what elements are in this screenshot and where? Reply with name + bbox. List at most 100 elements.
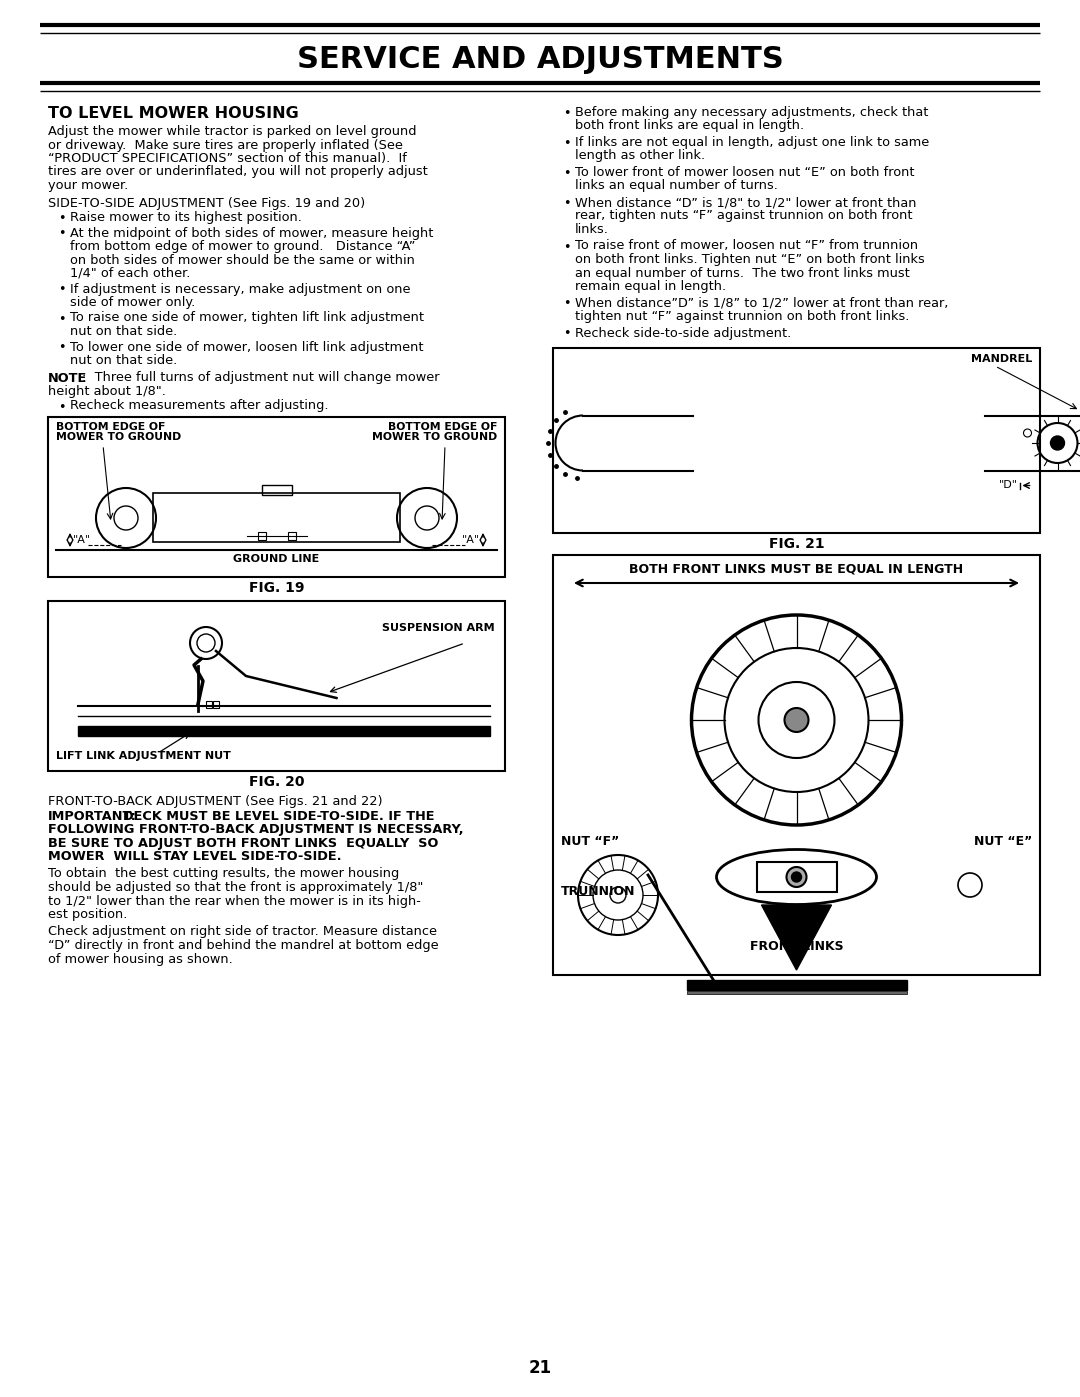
Text: 1/4" of each other.: 1/4" of each other. — [70, 267, 190, 279]
Text: BOTH FRONT LINKS MUST BE EQUAL IN LENGTH: BOTH FRONT LINKS MUST BE EQUAL IN LENGTH — [630, 562, 963, 576]
Text: If links are not equal in length, adjust one link to same: If links are not equal in length, adjust… — [575, 136, 929, 149]
Text: NUT “E”: NUT “E” — [974, 835, 1032, 848]
Text: tires are over or underinflated, you will not properly adjust: tires are over or underinflated, you wil… — [48, 165, 428, 179]
Text: from bottom edge of mower to ground.   Distance “A”: from bottom edge of mower to ground. Dis… — [70, 240, 416, 253]
Circle shape — [786, 868, 807, 887]
Text: •: • — [58, 341, 66, 355]
Circle shape — [784, 708, 809, 732]
Text: •: • — [563, 298, 570, 310]
Text: MOWER  WILL STAY LEVEL SIDE-TO-SIDE.: MOWER WILL STAY LEVEL SIDE-TO-SIDE. — [48, 849, 341, 863]
Text: "D": "D" — [999, 481, 1017, 490]
Text: SIDE-TO-SIDE ADJUSTMENT (See Figs. 19 and 20): SIDE-TO-SIDE ADJUSTMENT (See Figs. 19 an… — [48, 197, 365, 210]
Bar — [206, 701, 212, 708]
Text: To raise front of mower, loosen nut “F” from trunnion: To raise front of mower, loosen nut “F” … — [575, 239, 918, 253]
Text: side of mower only.: side of mower only. — [70, 296, 195, 309]
Text: length as other link.: length as other link. — [575, 149, 705, 162]
Text: height about 1/8".: height about 1/8". — [48, 386, 166, 398]
Text: FIG. 20: FIG. 20 — [248, 775, 305, 789]
Text: Check adjustment on right side of tractor. Measure distance: Check adjustment on right side of tracto… — [48, 925, 437, 939]
Text: MANDREL: MANDREL — [971, 353, 1032, 365]
Text: or driveway.  Make sure tires are properly inflated (See: or driveway. Make sure tires are properl… — [48, 138, 403, 151]
Text: "A": "A" — [462, 535, 480, 545]
Text: NUT “F”: NUT “F” — [561, 835, 619, 848]
Text: FIG. 19: FIG. 19 — [248, 581, 305, 595]
Bar — [48, 416, 505, 577]
Bar — [153, 493, 400, 542]
Text: If adjustment is necessary, make adjustment on one: If adjustment is necessary, make adjustm… — [70, 282, 410, 296]
Text: SUSPENSION ARM: SUSPENSION ARM — [382, 623, 495, 633]
Text: •: • — [58, 313, 66, 326]
Text: •: • — [563, 168, 570, 180]
Text: To raise one side of mower, tighten lift link adjustment: To raise one side of mower, tighten lift… — [70, 312, 424, 324]
Bar — [553, 555, 1040, 975]
Text: At the midpoint of both sides of mower, measure height: At the midpoint of both sides of mower, … — [70, 226, 433, 239]
Text: Raise mower to its highest position.: Raise mower to its highest position. — [70, 211, 302, 224]
Text: est position.: est position. — [48, 908, 127, 921]
Text: tighten nut “F” against trunnion on both front links.: tighten nut “F” against trunnion on both… — [575, 310, 909, 323]
Text: an equal number of turns.  The two front links must: an equal number of turns. The two front … — [575, 267, 909, 279]
Text: nut on that side.: nut on that side. — [70, 326, 177, 338]
Bar — [48, 601, 505, 771]
Text: FRONT LINKS: FRONT LINKS — [750, 940, 843, 953]
Text: Before making any necessary adjustments, check that: Before making any necessary adjustments,… — [575, 106, 929, 119]
Text: BE SURE TO ADJUST BOTH FRONT LINKS  EQUALLY  SO: BE SURE TO ADJUST BOTH FRONT LINKS EQUAL… — [48, 837, 438, 849]
Bar — [553, 348, 1040, 534]
Text: links an equal number of turns.: links an equal number of turns. — [575, 179, 778, 193]
Text: To lower one side of mower, loosen lift link adjustment: To lower one side of mower, loosen lift … — [70, 341, 423, 353]
Text: FIG. 22: FIG. 22 — [769, 981, 824, 995]
Text: "A": "A" — [73, 535, 91, 545]
Circle shape — [610, 887, 626, 902]
Text: •: • — [563, 108, 570, 120]
Text: to 1/2" lower than the rear when the mower is in its high-: to 1/2" lower than the rear when the mow… — [48, 894, 421, 908]
Text: FRONT-TO-BACK ADJUSTMENT (See Figs. 21 and 22): FRONT-TO-BACK ADJUSTMENT (See Figs. 21 a… — [48, 795, 382, 807]
Text: of mower housing as shown.: of mower housing as shown. — [48, 953, 233, 965]
Ellipse shape — [716, 849, 877, 904]
Text: on both front links. Tighten nut “E” on both front links: on both front links. Tighten nut “E” on … — [575, 253, 924, 265]
Text: FIG. 21: FIG. 21 — [769, 536, 824, 550]
Text: your mower.: your mower. — [48, 179, 129, 191]
Text: “PRODUCT SPECIFICATIONS” section of this manual).  If: “PRODUCT SPECIFICATIONS” section of this… — [48, 152, 407, 165]
Bar — [687, 990, 906, 995]
Bar — [213, 701, 219, 708]
Text: should be adjusted so that the front is approximately 1/8": should be adjusted so that the front is … — [48, 882, 423, 894]
Text: “D” directly in front and behind the mandrel at bottom edge: “D” directly in front and behind the man… — [48, 939, 438, 951]
Text: 21: 21 — [528, 1359, 552, 1377]
Text: •: • — [563, 197, 570, 210]
Text: Recheck measurements after adjusting.: Recheck measurements after adjusting. — [70, 400, 328, 412]
Text: GROUND LINE: GROUND LINE — [233, 555, 320, 564]
Text: Adjust the mower while tractor is parked on level ground: Adjust the mower while tractor is parked… — [48, 124, 417, 138]
Bar — [687, 981, 906, 990]
Text: •: • — [58, 284, 66, 296]
Text: When distance”D” is 1/8” to 1/2” lower at front than rear,: When distance”D” is 1/8” to 1/2” lower a… — [575, 296, 948, 310]
Circle shape — [1051, 436, 1065, 450]
Text: on both sides of mower should be the same or within: on both sides of mower should be the sam… — [70, 253, 415, 267]
Bar — [756, 862, 837, 893]
Text: •: • — [563, 137, 570, 149]
Text: When distance “D” is 1/8" to 1/2" lower at front than: When distance “D” is 1/8" to 1/2" lower … — [575, 196, 917, 210]
Text: •: • — [58, 228, 66, 240]
Text: LIFT LINK ADJUSTMENT NUT: LIFT LINK ADJUSTMENT NUT — [56, 752, 231, 761]
Text: •: • — [58, 212, 66, 225]
Text: IMPORTANT:: IMPORTANT: — [48, 809, 137, 823]
Text: both front links are equal in length.: both front links are equal in length. — [575, 120, 805, 133]
Text: BOTTOM EDGE OF: BOTTOM EDGE OF — [56, 422, 165, 432]
Text: MOWER TO GROUND: MOWER TO GROUND — [372, 432, 497, 441]
Text: remain equal in length.: remain equal in length. — [575, 279, 726, 293]
Text: •: • — [58, 401, 66, 414]
Text: NOTE: NOTE — [48, 372, 87, 384]
Bar — [78, 726, 490, 736]
Text: Recheck side-to-side adjustment.: Recheck side-to-side adjustment. — [575, 327, 792, 339]
Text: BOTTOM EDGE OF: BOTTOM EDGE OF — [388, 422, 497, 432]
Text: TO LEVEL MOWER HOUSING: TO LEVEL MOWER HOUSING — [48, 106, 299, 122]
Text: •: • — [563, 240, 570, 253]
Text: TRUNNION: TRUNNION — [561, 886, 635, 898]
Text: •: • — [563, 327, 570, 341]
Text: nut on that side.: nut on that side. — [70, 353, 177, 367]
Text: MOWER TO GROUND: MOWER TO GROUND — [56, 432, 181, 441]
Text: :  Three full turns of adjustment nut will change mower: : Three full turns of adjustment nut wil… — [82, 372, 440, 384]
Text: FOLLOWING FRONT-TO-BACK ADJUSTMENT IS NECESSARY,: FOLLOWING FRONT-TO-BACK ADJUSTMENT IS NE… — [48, 823, 463, 835]
Text: links.: links. — [575, 224, 609, 236]
Bar — [287, 532, 296, 541]
Text: rear, tighten nuts “F” against trunnion on both front: rear, tighten nuts “F” against trunnion … — [575, 210, 913, 222]
Text: To obtain  the best cutting results, the mower housing: To obtain the best cutting results, the … — [48, 868, 400, 880]
